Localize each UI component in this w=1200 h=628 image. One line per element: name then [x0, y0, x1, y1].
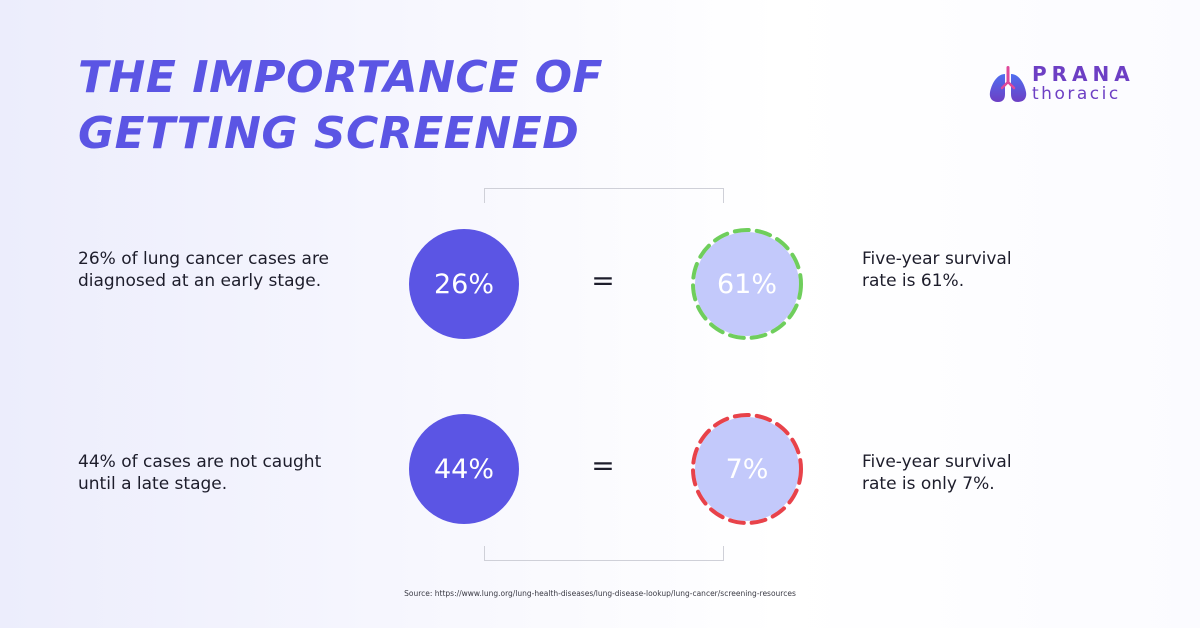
logo-brand-text: PRANA: [1032, 62, 1135, 86]
lungs-icon: [989, 66, 1027, 102]
early-survival-ring: 61%: [691, 228, 803, 340]
source-citation: Source: https://www.lung.org/lung-health…: [404, 589, 796, 598]
prana-thoracic-logo: PRANA thoracic: [986, 62, 1146, 106]
late-stage-stat-circle: 44%: [409, 414, 519, 524]
early-stage-description: 26% of lung cancer cases are diagnosed a…: [78, 249, 330, 291]
page-title: THE IMPORTANCE OF GETTING SCREENED: [78, 50, 603, 162]
late-stage-description: 44% of cases are not caught until a late…: [78, 452, 322, 494]
bottom-bracket-divider: [484, 546, 724, 561]
title-line-1: THE IMPORTANCE OF: [78, 52, 604, 103]
top-bracket-divider: [484, 188, 724, 203]
late-survival-stat: 7%: [725, 453, 769, 485]
title-line-2: GETTING SCREENED: [78, 108, 580, 159]
logo-sub-text: thoracic: [1032, 84, 1121, 104]
equals-sign: =: [591, 264, 615, 297]
late-stage-stat: 44%: [433, 453, 494, 485]
early-survival-stat: 61%: [716, 268, 777, 300]
late-survival-ring: 7%: [691, 413, 803, 525]
equals-sign: =: [591, 449, 615, 482]
early-stage-stat: 26%: [433, 268, 494, 300]
late-survival-outcome: Five-year survival rate is only 7%.: [862, 452, 1012, 494]
early-survival-outcome: Five-year survival rate is 61%.: [862, 249, 1012, 291]
early-stage-stat-circle: 26%: [409, 229, 519, 339]
